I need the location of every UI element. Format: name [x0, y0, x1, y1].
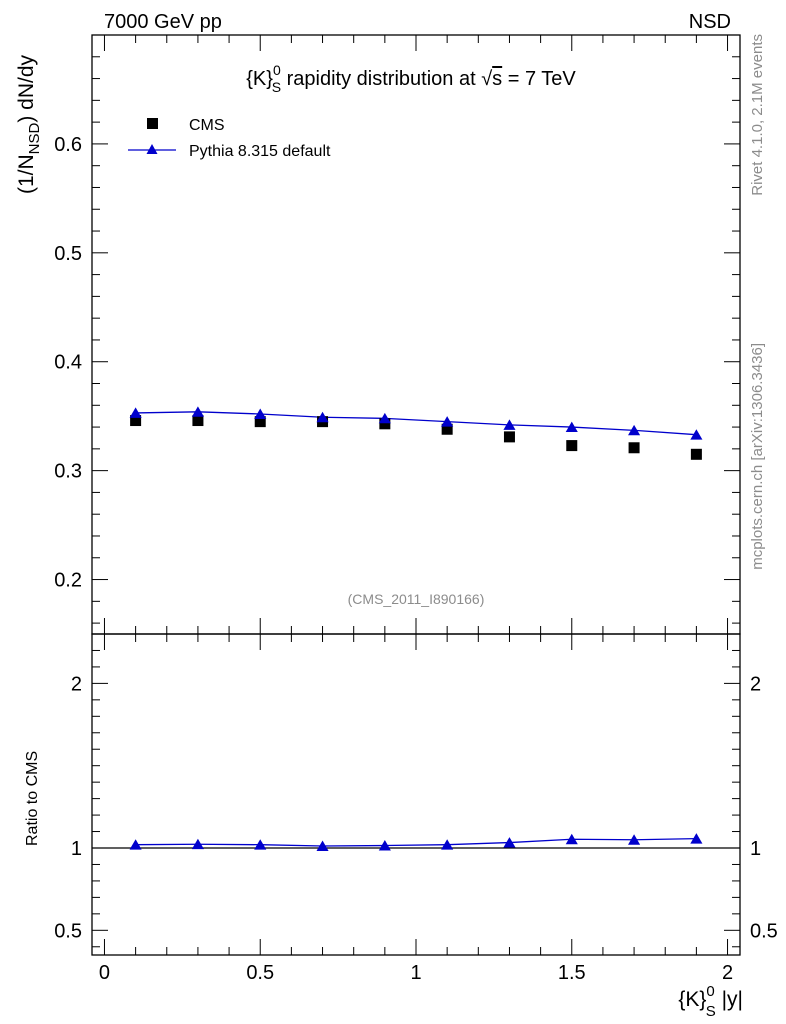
mcplots-label: mcplots.cern.ch [arXiv:1306.3436] — [749, 343, 766, 570]
main-y-tick-label: 0.6 — [54, 134, 82, 156]
mc-point — [628, 424, 641, 436]
main-marks — [129, 406, 703, 460]
cms-point — [566, 440, 578, 452]
ratio-y-tick-label-left: 2 — [71, 673, 82, 695]
mc-point — [441, 416, 454, 427]
ratio-marks — [92, 833, 740, 851]
ratio-axes: 0.5 0.5 1 1 2 2 — [54, 649, 778, 948]
ratio-mc-point — [441, 839, 454, 850]
ratio-mc-point — [690, 833, 703, 844]
mc-point — [191, 406, 204, 417]
cms-point — [628, 442, 640, 454]
legend: CMS Pythia 8.315 default — [128, 117, 331, 160]
x-tick-label: 0.5 — [246, 962, 274, 984]
x-tick-label: 1.5 — [558, 962, 586, 984]
ratio-mc-point — [565, 833, 578, 845]
legend-cms-label: CMS — [189, 117, 225, 134]
x-axis-label: {K}0 S |y| — [678, 983, 743, 1020]
ratio-y-tick-label-left: 0.5 — [54, 920, 82, 942]
header-left: 7000 GeV pp — [104, 11, 222, 33]
analysis-tag: (CMS_2011_I890166) — [348, 591, 485, 607]
y-axis-label: (1/NNSD) dN/dy — [15, 54, 43, 194]
header-right: NSD — [689, 11, 731, 33]
ratio-mc-point — [129, 839, 142, 850]
ratio-y-tick-label-right: 2 — [750, 673, 761, 695]
mc-point — [316, 411, 329, 423]
ratio-mc-point — [191, 838, 204, 850]
ratio-panel-frame — [91, 633, 741, 956]
main-mc-line — [135, 411, 697, 436]
mc-point — [565, 421, 578, 433]
cms-point — [379, 418, 391, 430]
mc-point — [254, 408, 267, 419]
mc-point — [690, 429, 703, 440]
main-y-tick-label: 0.4 — [54, 352, 82, 374]
cms-point — [503, 431, 515, 443]
ratio-y-axis-label: Ratio to CMS — [24, 751, 41, 846]
cms-point — [254, 416, 266, 428]
ratio-y-tick-label-right: 1 — [750, 838, 761, 860]
cms-point — [690, 448, 702, 460]
rivet-label: Rivet 4.1.0, 2.1M events — [749, 34, 766, 196]
legend-cms-marker — [147, 118, 158, 129]
x-tick-label: 0 — [99, 962, 110, 984]
ratio-y-tick-label-left: 1 — [71, 838, 82, 860]
legend-mc-marker — [146, 144, 158, 154]
ratio-mc-point — [628, 834, 641, 845]
mc-point — [503, 419, 516, 430]
main-axes: 0.2 0.3 0.4 0.5 0.6 — [54, 34, 740, 624]
main-y-tick-label: 0.5 — [54, 243, 82, 265]
main-y-tick-label: 0.3 — [54, 461, 82, 483]
main-y-tick-label: 0.2 — [54, 570, 82, 592]
cms-point — [441, 423, 453, 435]
x-tick-label: 2 — [722, 962, 733, 984]
ratio-mc-point — [378, 840, 391, 851]
ratio-mc-line — [135, 837, 697, 847]
plot-title: {K}0 S rapidity distribution at √s = 7 Te… — [246, 62, 576, 95]
x-tick-label: 1 — [410, 962, 421, 984]
ratio-mc-point — [503, 837, 516, 848]
ratio-y-tick-label-right: 0.5 — [750, 920, 778, 942]
legend-mc-label: Pythia 8.315 default — [189, 143, 331, 160]
mc-point — [378, 412, 391, 424]
mc-point — [129, 407, 142, 418]
x-axes: 0 0.5 1 1.5 2 — [99, 35, 733, 984]
cms-point — [192, 415, 204, 427]
ratio-mc-point — [254, 839, 267, 850]
cms-point — [130, 415, 142, 427]
ratio-mc-point — [316, 840, 329, 851]
